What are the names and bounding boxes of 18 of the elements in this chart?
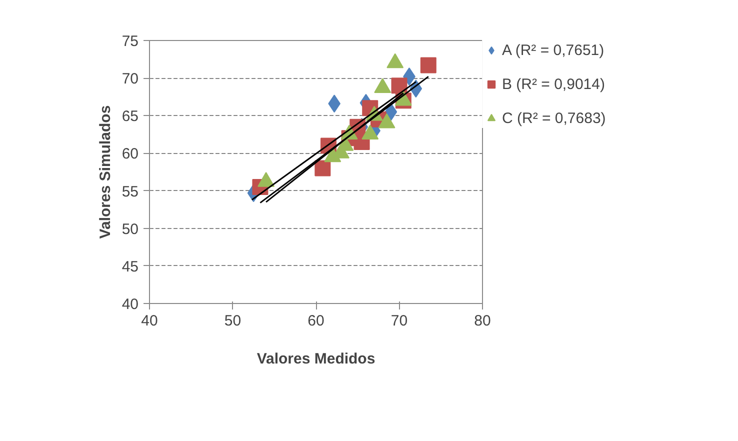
legend-label: A (R² = 0,7651) xyxy=(502,42,606,58)
y-tick-label: 75 xyxy=(122,33,139,50)
x-tick-label: 70 xyxy=(390,312,408,330)
y-tick-label: 55 xyxy=(122,183,139,200)
y-tick-label: 70 xyxy=(122,70,139,88)
x-tick-label: 40 xyxy=(141,312,158,330)
x-tick-label: 60 xyxy=(308,312,324,330)
y-tick-label: 45 xyxy=(122,258,139,276)
legend-label: C (R² = 0,7683) xyxy=(502,110,607,126)
legend-label: B (R² = 0,9014) xyxy=(502,76,606,92)
x-tick-label: 50 xyxy=(224,312,242,330)
y-axis-title: Valores Simulados xyxy=(96,105,114,239)
y-tick-label: 65 xyxy=(122,108,139,126)
x-tick-label: 80 xyxy=(474,312,491,330)
y-tick-label: 50 xyxy=(122,220,139,238)
y-tick-label: 60 xyxy=(122,146,139,163)
y-tick-label: 40 xyxy=(122,296,139,313)
x-axis-title: Valores Medidos xyxy=(256,350,376,368)
